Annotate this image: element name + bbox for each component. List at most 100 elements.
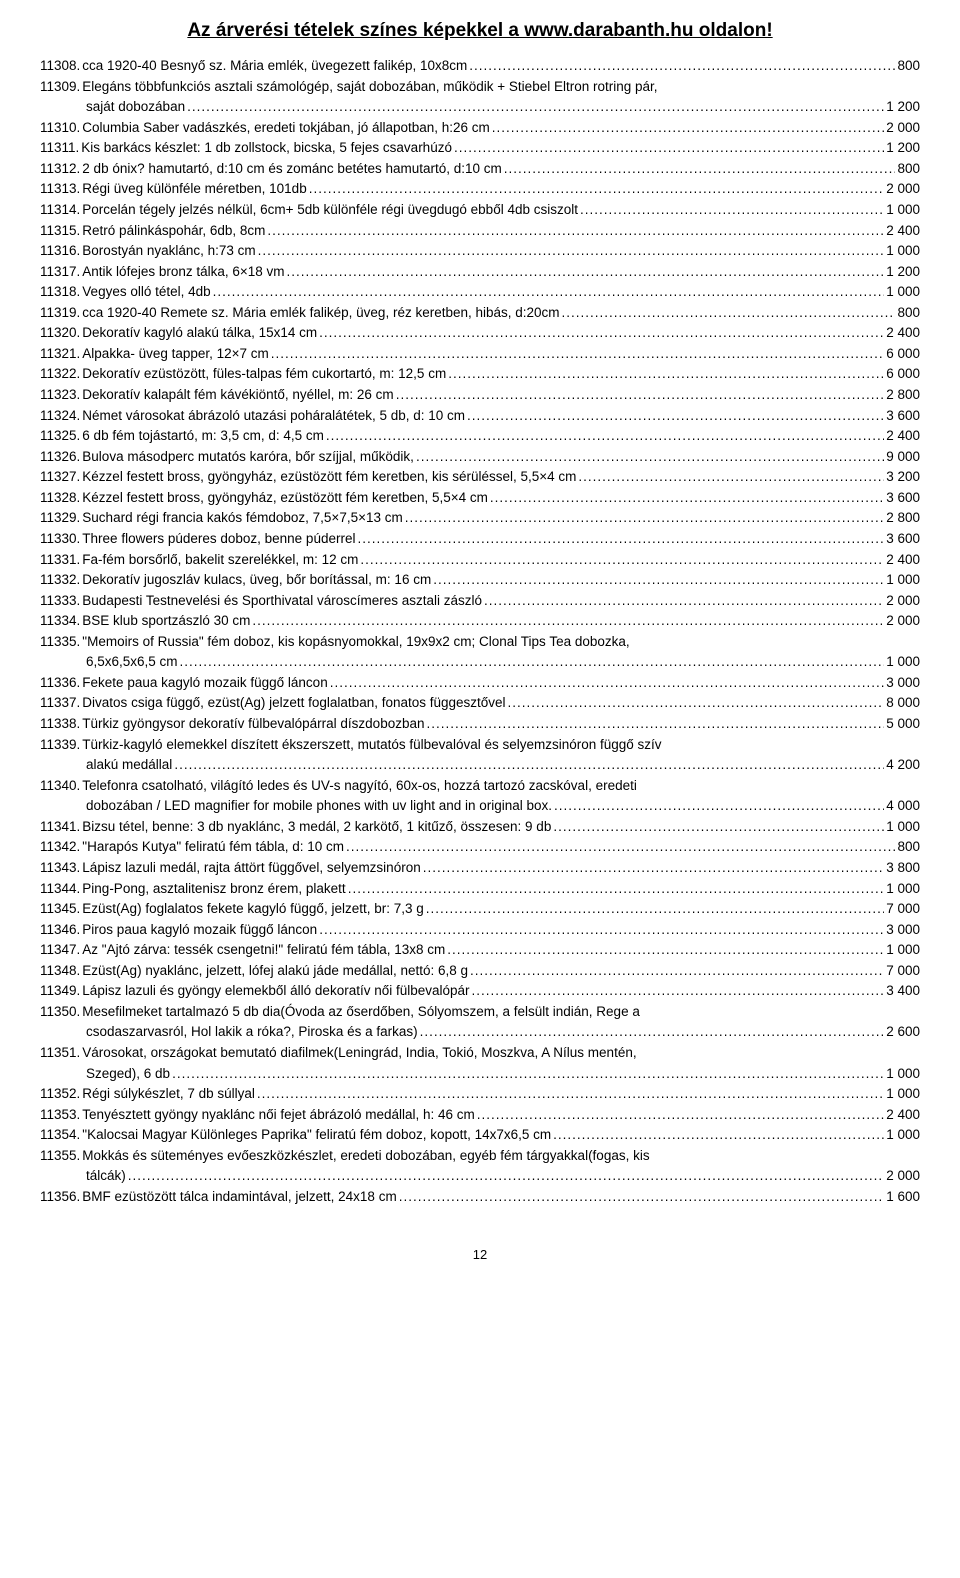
item-row: 11340.Telefonra csatolható, világító led… — [40, 776, 920, 796]
item-row: 11341.Bizsu tétel, benne: 3 db nyaklánc,… — [40, 817, 920, 837]
item-row: 11338.Türkiz gyöngysor dekoratív fülbeva… — [40, 714, 920, 734]
item-description: Bizsu tétel, benne: 3 db nyaklánc, 3 med… — [82, 817, 884, 837]
item-number: 11351. — [40, 1043, 82, 1063]
item-description: Német városokat ábrázoló utazási poháral… — [82, 406, 884, 426]
item-description: 2 db ónix? hamutartó, d:10 cm és zománc … — [82, 159, 895, 179]
item-price: 3 600 — [884, 406, 920, 426]
item-description: Ezüst(Ag) foglalatos fekete kagyló függő… — [82, 899, 884, 919]
item-row: 11350.Mesefilmeket tartalmazó 5 db dia(Ó… — [40, 1002, 920, 1022]
item-number: 11352. — [40, 1084, 82, 1104]
item-price: 800 — [895, 303, 920, 323]
item-row: 11356.BMF ezüstözött tálca indamintával,… — [40, 1187, 920, 1207]
item-row: 11351.Városokat, országokat bemutató dia… — [40, 1043, 920, 1063]
item-row: 11339.Türkiz-kagyló elemekkel díszített … — [40, 735, 920, 755]
item-price: 3 800 — [884, 858, 920, 878]
item-price: 1 000 — [884, 200, 920, 220]
item-description: BSE klub sportzászló 30 cm — [82, 611, 884, 631]
item-number: 11345. — [40, 899, 82, 919]
item-price: 2 400 — [884, 550, 920, 570]
item-price: 2 400 — [884, 1105, 920, 1125]
item-number: 11353. — [40, 1105, 82, 1125]
item-price: 2 000 — [884, 611, 920, 631]
item-row: 11323.Dekoratív kalapált fém kávékiöntő,… — [40, 385, 920, 405]
item-row: 11322.Dekoratív ezüstözött, füles-talpas… — [40, 364, 920, 384]
item-price: 9 000 — [884, 447, 920, 467]
item-number: 11326. — [40, 447, 82, 467]
item-description: Porcelán tégely jelzés nélkül, 6cm+ 5db … — [82, 200, 884, 220]
item-number: 11342. — [40, 837, 82, 857]
item-number: 11332. — [40, 570, 82, 590]
item-number: 11317. — [40, 262, 82, 282]
item-row: 11308.cca 1920-40 Besnyő sz. Mária emlék… — [40, 56, 920, 76]
item-price: 3 000 — [884, 673, 920, 693]
item-number: 11330. — [40, 529, 82, 549]
item-row: 11316.Borostyán nyaklánc, h:73 cm1 000 — [40, 241, 920, 261]
item-row: 11317.Antik lófejes bronz tálka, 6×18 vm… — [40, 262, 920, 282]
item-description-cont: saját dobozában — [40, 97, 884, 117]
item-number: 11329. — [40, 508, 82, 528]
item-row: 11335."Memoirs of Russia" fém doboz, kis… — [40, 632, 920, 652]
item-description: Tenyésztett gyöngy nyaklánc női fejet áb… — [82, 1105, 884, 1125]
item-row: 11346.Piros paua kagyló mozaik függő lán… — [40, 920, 920, 940]
item-row: 11331.Fa-fém borsőrlő, bakelit szerelékk… — [40, 550, 920, 570]
item-number: 11349. — [40, 981, 82, 1001]
item-number: 11346. — [40, 920, 82, 940]
item-price: 3 400 — [884, 981, 920, 1001]
item-row: 11327.Kézzel festett bross, gyöngyház, e… — [40, 467, 920, 487]
item-price: 8 000 — [884, 693, 920, 713]
item-row: 11352.Régi súlykészlet, 7 db súllyal1 00… — [40, 1084, 920, 1104]
item-number: 11337. — [40, 693, 82, 713]
item-description-cont: 6,5x6,5x6,5 cm — [40, 652, 884, 672]
item-row: 11315.Retró pálinkáspohár, 6db, 8cm2 400 — [40, 221, 920, 241]
item-row: tálcák)2 000 — [40, 1166, 920, 1186]
item-price: 1 000 — [884, 570, 920, 590]
item-description: Budapesti Testnevelési és Sporthivatal v… — [82, 591, 884, 611]
item-row: 11325.6 db fém tojástartó, m: 3,5 cm, d:… — [40, 426, 920, 446]
item-description: 6 db fém tojástartó, m: 3,5 cm, d: 4,5 c… — [82, 426, 884, 446]
item-number: 11338. — [40, 714, 82, 734]
item-number: 11314. — [40, 200, 82, 220]
item-row: 11345.Ezüst(Ag) foglalatos fekete kagyló… — [40, 899, 920, 919]
item-description: Antik lófejes bronz tálka, 6×18 vm — [82, 262, 884, 282]
item-row: 11319.cca 1920-40 Remete sz. Mária emlék… — [40, 303, 920, 323]
item-description: Kézzel festett bross, gyöngyház, ezüstöz… — [82, 488, 884, 508]
item-description: Borostyán nyaklánc, h:73 cm — [82, 241, 884, 261]
item-price: 2 000 — [884, 591, 920, 611]
item-description: Columbia Saber vadászkés, eredeti tokjáb… — [82, 118, 884, 138]
item-row: 11333.Budapesti Testnevelési és Sporthiv… — [40, 591, 920, 611]
item-row: 11321.Alpakka- üveg tapper, 12×7 cm6 000 — [40, 344, 920, 364]
item-description: Dekoratív ezüstözött, füles-talpas fém c… — [82, 364, 884, 384]
item-row: 11337.Divatos csiga függő, ezüst(Ag) jel… — [40, 693, 920, 713]
item-price: 4 200 — [884, 755, 920, 775]
item-row: 11314.Porcelán tégely jelzés nélkül, 6cm… — [40, 200, 920, 220]
item-number: 11350. — [40, 1002, 82, 1022]
item-number: 11324. — [40, 406, 82, 426]
item-description: "Memoirs of Russia" fém doboz, kis kopás… — [82, 632, 920, 652]
item-description: "Kalocsai Magyar Különleges Paprika" fel… — [82, 1125, 884, 1145]
item-price: 2 800 — [884, 508, 920, 528]
item-description: Régi súlykészlet, 7 db súllyal — [82, 1084, 884, 1104]
item-description-cont: csodaszarvasról, Hol lakik a róka?, Piro… — [40, 1022, 884, 1042]
item-price: 2 400 — [884, 323, 920, 343]
item-number: 11334. — [40, 611, 82, 631]
item-number: 11309. — [40, 77, 82, 97]
item-row: 11354."Kalocsai Magyar Különleges Paprik… — [40, 1125, 920, 1145]
item-row: 11326.Bulova másodperc mutatós karóra, b… — [40, 447, 920, 467]
item-price: 800 — [895, 159, 920, 179]
item-description: Three flowers púderes doboz, benne púder… — [82, 529, 884, 549]
item-number: 11313. — [40, 179, 82, 199]
item-description: cca 1920-40 Remete sz. Mária emlék falik… — [82, 303, 895, 323]
item-row: 11312.2 db ónix? hamutartó, d:10 cm és z… — [40, 159, 920, 179]
item-row: 11320.Dekoratív kagyló alakú tálka, 15x1… — [40, 323, 920, 343]
item-row: 11348.Ezüst(Ag) nyaklánc, jelzett, lófej… — [40, 961, 920, 981]
item-description: Ping-Pong, asztalitenisz bronz érem, pla… — [82, 879, 884, 899]
item-number: 11325. — [40, 426, 82, 446]
item-row: dobozában / LED magnifier for mobile pho… — [40, 796, 920, 816]
item-number: 11311. — [40, 138, 81, 158]
item-description: Ezüst(Ag) nyaklánc, jelzett, lófej alakú… — [82, 961, 884, 981]
item-row: Szeged), 6 db1 000 — [40, 1064, 920, 1084]
item-row: 11313.Régi üveg különféle méretben, 101d… — [40, 179, 920, 199]
item-description-cont: dobozában / LED magnifier for mobile pho… — [40, 796, 884, 816]
item-row: 11347.Az "Ajtó zárva: tessék csengetni!"… — [40, 940, 920, 960]
item-number: 11347. — [40, 940, 82, 960]
